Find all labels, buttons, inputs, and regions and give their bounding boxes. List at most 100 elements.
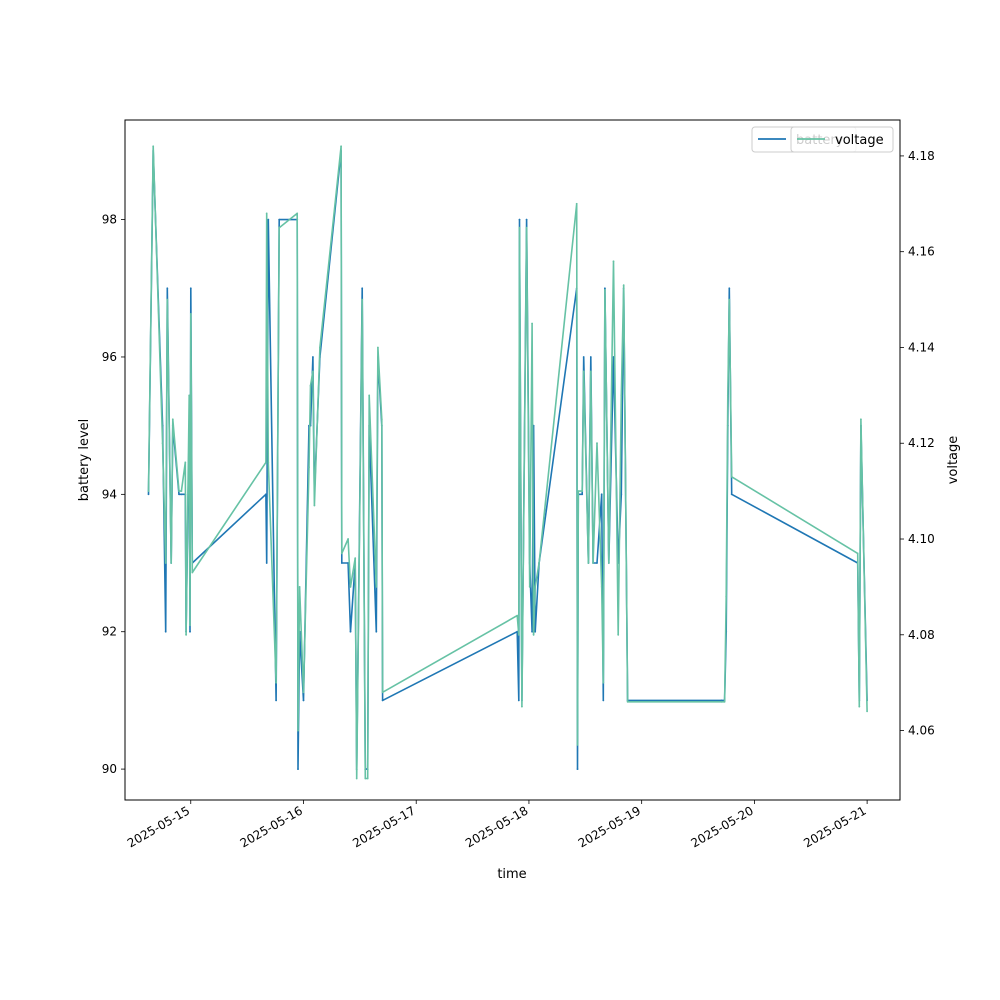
data-point-battery-63 [602, 699, 605, 702]
data-point-battery-19 [278, 218, 281, 221]
data-point-battery-44 [517, 699, 520, 702]
y-left-tick-label: 96 [102, 350, 117, 364]
data-point-voltage-61 [596, 442, 598, 445]
data-point-battery-64 [604, 287, 606, 290]
data-point-voltage-52 [538, 562, 540, 564]
data-point-battery-4 [166, 287, 169, 290]
data-point-battery-21 [297, 768, 299, 770]
data-point-voltage-28 [319, 346, 321, 349]
data-point-voltage-16 [265, 212, 268, 215]
data-point-voltage-32 [349, 586, 352, 588]
data-point-voltage-13 [189, 313, 192, 315]
data-point-voltage-29 [340, 145, 342, 148]
data-point-battery-30 [340, 562, 343, 564]
data-point-voltage-72 [723, 700, 726, 703]
data-point-voltage-57 [582, 370, 585, 373]
data-point-voltage-46 [521, 705, 523, 708]
y-left-tick-label: 94 [102, 487, 117, 501]
data-point-voltage-30 [340, 552, 343, 555]
data-point-voltage-75 [728, 298, 731, 301]
data-point-voltage-69 [622, 284, 625, 287]
data-point-voltage-58 [587, 562, 590, 564]
legend-voltage-label: voltage [835, 133, 884, 148]
data-point-battery-61 [596, 562, 598, 564]
data-point-battery-45 [518, 218, 521, 221]
data-point-voltage-38 [368, 394, 371, 397]
data-point-voltage-33 [354, 557, 357, 560]
data-point-battery-49 [531, 630, 533, 633]
data-point-voltage-2 [161, 442, 164, 445]
y-left-tick-label: 92 [102, 625, 117, 639]
y-right-tick-label: 4.16 [908, 245, 935, 259]
data-point-voltage-0 [147, 490, 150, 492]
y-axis-left-title: battery level [77, 419, 92, 502]
y-axis-left: 90 92 94 96 98 [102, 213, 125, 776]
y-left-tick-label: 90 [102, 762, 117, 776]
y-right-tick-label: 4.18 [908, 149, 935, 163]
data-point-voltage-31 [347, 538, 349, 540]
data-point-voltage-53 [575, 202, 578, 205]
data-point-voltage-5 [170, 562, 173, 564]
data-point-voltage-49 [531, 322, 533, 325]
data-point-voltage-73 [725, 595, 728, 598]
data-point-voltage-44 [517, 633, 520, 636]
y-left-tick-label: 98 [102, 213, 117, 227]
data-point-voltage-71 [720, 700, 723, 703]
data-point-voltage-64 [604, 289, 606, 291]
data-point-voltage-43 [516, 614, 519, 617]
data-point-voltage-37 [366, 777, 369, 780]
data-point-voltage-11 [188, 394, 191, 397]
data-point-battery-42 [381, 699, 384, 702]
data-point-voltage-68 [620, 394, 623, 397]
data-point-battery-12 [189, 630, 191, 633]
data-point-voltage-51 [534, 586, 537, 588]
data-point-voltage-62 [600, 586, 603, 588]
data-point-voltage-66 [612, 260, 615, 263]
data-point-voltage-76 [730, 475, 733, 478]
data-point-voltage-24 [308, 466, 310, 469]
y-right-tick-label: 4.10 [908, 532, 935, 546]
data-point-battery-26 [312, 356, 314, 358]
data-point-battery-8 [180, 493, 183, 496]
data-point-voltage-45 [518, 226, 521, 229]
y-right-tick-label: 4.06 [908, 724, 935, 738]
data-point-voltage-15 [265, 461, 267, 464]
data-point-battery-18 [275, 699, 277, 702]
data-point-voltage-26 [312, 370, 314, 373]
data-point-battery-13 [189, 287, 192, 290]
data-point-battery-7 [178, 493, 180, 496]
data-point-voltage-56 [581, 490, 584, 492]
data-point-battery-75 [728, 287, 731, 290]
data-point-battery-68 [620, 493, 623, 496]
data-point-battery-17 [267, 218, 270, 221]
data-point-voltage-78 [858, 705, 861, 708]
data-point-voltage-12 [189, 624, 191, 627]
data-point-voltage-79 [860, 418, 862, 421]
data-point-voltage-9 [184, 461, 187, 464]
y-axis-right-title: voltage [946, 436, 961, 485]
data-point-voltage-59 [589, 370, 592, 373]
y-right-tick-label: 4.12 [908, 436, 935, 450]
y-axis-right: 4.06 4.08 4.10 4.12 4.14 4.16 4.18 [900, 149, 935, 738]
data-point-voltage-7 [178, 490, 180, 492]
plot-frame [124, 119, 901, 801]
data-point-voltage-20 [296, 212, 299, 215]
data-point-voltage-41 [380, 418, 383, 421]
data-point-voltage-17 [267, 461, 270, 464]
data-point-voltage-80 [866, 710, 868, 713]
data-point-voltage-74 [726, 394, 729, 397]
legend-voltage: voltage [790, 126, 894, 153]
data-point-battery-35 [361, 287, 364, 290]
data-point-battery-32 [349, 630, 352, 633]
data-point-voltage-42 [381, 691, 384, 694]
legend-voltage-box [790, 126, 894, 153]
data-point-battery-15 [265, 493, 267, 496]
data-point-voltage-60 [592, 562, 594, 564]
data-point-voltage-23 [302, 691, 305, 694]
x-axis-title: time [497, 867, 526, 882]
data-point-voltage-22 [298, 586, 301, 588]
data-point-voltage-10 [185, 633, 188, 636]
data-point-battery-56 [581, 493, 584, 496]
data-point-voltage-48 [528, 586, 531, 588]
data-point-battery-51 [534, 630, 537, 633]
